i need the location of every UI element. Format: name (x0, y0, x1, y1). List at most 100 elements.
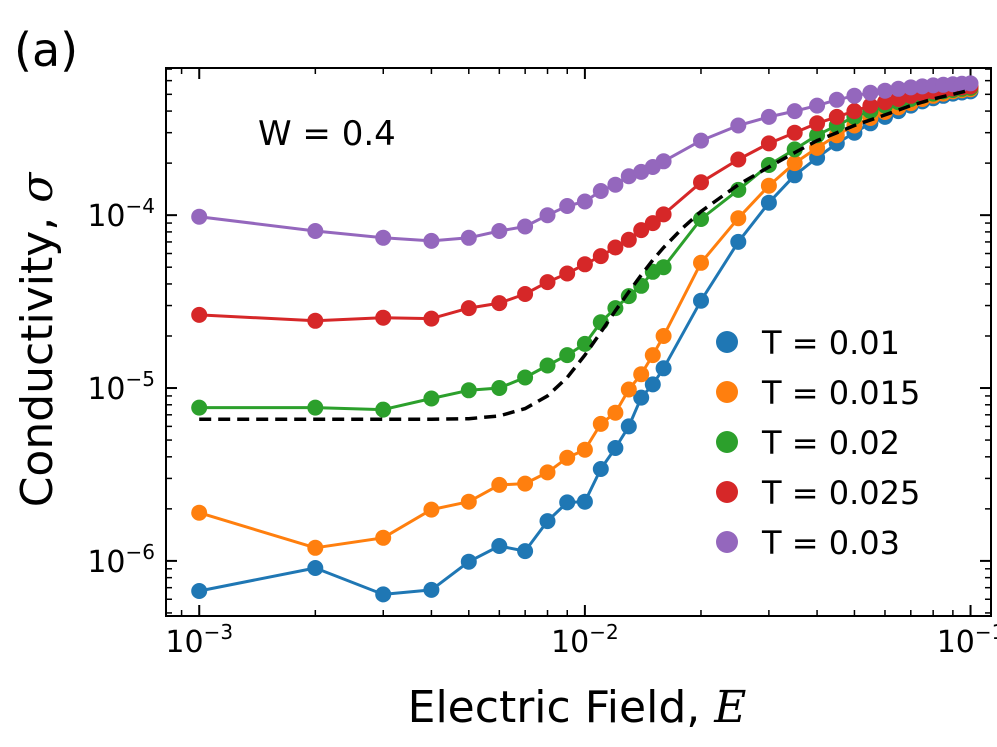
series-point (693, 132, 709, 149)
series-point (786, 141, 803, 158)
series-point (592, 461, 609, 477)
series-point (809, 127, 826, 144)
series-point (693, 254, 709, 271)
series-point (730, 117, 747, 134)
series-point (307, 223, 324, 239)
plot-area: 10−3 10−2 10−1 10−6 10−5 10−4 (87, 67, 997, 660)
series-point (517, 543, 534, 560)
series-point (760, 135, 777, 152)
series-point (607, 176, 624, 193)
series-point (307, 312, 324, 329)
series-point (644, 215, 661, 232)
series-point (655, 206, 672, 223)
series-point (633, 366, 650, 383)
series-point (592, 248, 609, 265)
legend-marker (716, 531, 738, 553)
series-point (644, 376, 661, 393)
series-point (375, 401, 392, 418)
legend-label: T = 0.02 (761, 424, 900, 462)
series-point (517, 475, 534, 492)
legend: T = 0.01 T = 0.015 T = 0.02 T = 0.025 T = 0.… (716, 324, 920, 562)
series-point (730, 233, 747, 250)
w-annotation: W = 0.4 (258, 114, 396, 154)
panel-label: (a) (14, 23, 78, 77)
series-point (693, 292, 709, 309)
series-point (576, 256, 593, 273)
series-point (191, 504, 208, 521)
series-point (576, 193, 593, 210)
series-point (576, 335, 593, 352)
series-point (491, 295, 508, 312)
series-point (460, 229, 477, 246)
series-point (576, 493, 593, 510)
legend-marker (716, 331, 738, 353)
series-point (423, 390, 440, 407)
x-tick-label: 10−1 (937, 620, 997, 660)
series-point (902, 79, 919, 96)
series-point (460, 493, 477, 510)
legend-marker (716, 431, 738, 453)
series-point (539, 513, 556, 530)
series-point (491, 538, 508, 554)
series-point (862, 97, 879, 114)
series-point (786, 124, 803, 141)
series-point (655, 259, 672, 276)
series-point (517, 369, 534, 386)
series-point (191, 583, 208, 599)
series-point (539, 274, 556, 291)
series-point (592, 183, 609, 199)
legend-label: T = 0.03 (761, 524, 900, 562)
y-tick-label: 10−5 (87, 367, 155, 407)
series-point (559, 198, 576, 214)
series-point (460, 553, 477, 570)
reference-dashed-curve (199, 88, 971, 421)
x-tick-label: 10−3 (165, 620, 233, 660)
series-point (730, 151, 747, 168)
series-point (517, 218, 534, 235)
y-tick-label: 10−6 (87, 540, 155, 580)
y-axis-label: Conductivity, σ (12, 171, 63, 508)
series-point (191, 306, 208, 323)
series-point (191, 208, 208, 225)
series-point (423, 581, 440, 598)
series-point (809, 115, 826, 132)
series-point (607, 404, 624, 421)
series-point (592, 415, 609, 432)
series-point (693, 211, 709, 227)
series-point (828, 91, 845, 108)
legend-marker (716, 381, 738, 403)
series-point (862, 84, 879, 101)
x-axis-label: Electric Field, E (408, 682, 747, 733)
series-point (460, 300, 477, 317)
series-point (620, 168, 637, 185)
series-point (846, 103, 863, 120)
series-point (877, 82, 893, 99)
series-point (576, 441, 593, 458)
series-point (539, 357, 556, 374)
series-point (962, 75, 979, 92)
y-tick-label: 10−4 (87, 194, 155, 234)
series-point (607, 440, 624, 456)
series-point (307, 560, 324, 576)
series-point (877, 94, 893, 111)
series-point (620, 418, 637, 435)
series-point (375, 586, 392, 603)
series-point (517, 286, 534, 302)
series-point (375, 229, 392, 246)
series-point (620, 231, 637, 248)
series-point (423, 232, 440, 249)
series-point (375, 309, 392, 326)
series-point (423, 310, 440, 327)
series-point (307, 539, 324, 556)
series-point (460, 382, 477, 399)
series-point (828, 108, 845, 125)
series-point (760, 108, 777, 125)
legend-label: T = 0.025 (761, 474, 920, 512)
series-point (730, 210, 747, 227)
series-point (655, 360, 672, 377)
series-point (559, 494, 576, 511)
series-point (559, 347, 576, 364)
legend-marker (716, 481, 738, 503)
series-point (633, 222, 650, 239)
